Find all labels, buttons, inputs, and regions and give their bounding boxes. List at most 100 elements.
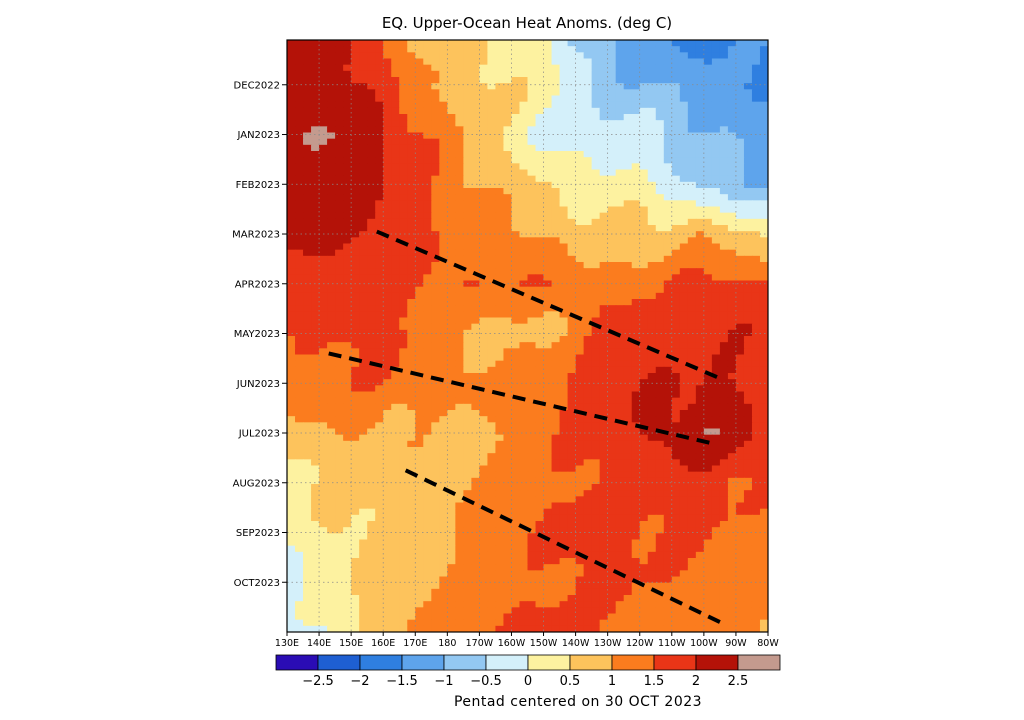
heat-cell	[567, 422, 577, 430]
heat-cell	[543, 410, 553, 417]
heat-cell	[431, 175, 440, 183]
heat-cell	[399, 268, 408, 275]
heat-cell	[447, 410, 456, 417]
heat-cell	[431, 416, 440, 423]
heat-cell	[519, 249, 529, 257]
heat-cell	[743, 545, 753, 553]
heat-cell	[399, 410, 408, 417]
heat-cell	[439, 237, 448, 245]
heat-cell	[711, 496, 721, 504]
heat-cell	[559, 188, 569, 195]
heat-cell	[583, 527, 593, 534]
heat-cell	[383, 120, 392, 127]
heat-cell	[759, 64, 768, 72]
heat-cell	[479, 527, 489, 534]
heat-cell	[551, 255, 561, 263]
heat-cell	[367, 218, 376, 226]
heat-cell	[615, 132, 625, 140]
heat-cell	[727, 255, 737, 263]
heat-cell	[287, 311, 296, 319]
heat-cell	[463, 484, 472, 491]
heat-cell	[527, 138, 537, 146]
heat-cell	[415, 138, 424, 146]
heat-cell	[759, 490, 768, 497]
heat-cell	[423, 70, 432, 78]
heat-cell	[415, 385, 424, 393]
heat-cell	[463, 212, 472, 220]
heat-cell	[591, 477, 601, 485]
heat-cell	[455, 373, 464, 380]
heat-cell	[735, 299, 745, 306]
heat-cell	[743, 521, 753, 528]
heat-cell	[423, 175, 432, 183]
heat-cell	[463, 471, 472, 479]
heat-cell	[383, 243, 392, 251]
heat-cell	[607, 342, 617, 349]
heat-cell	[703, 132, 713, 140]
heat-cell	[415, 268, 424, 275]
heat-cell	[383, 465, 392, 473]
heat-cell	[735, 64, 745, 72]
heat-cell	[735, 477, 745, 485]
heat-cell	[703, 459, 713, 467]
heat-cell	[735, 70, 745, 78]
heat-cell	[503, 545, 513, 553]
heat-cell	[335, 237, 344, 245]
heat-cell	[327, 459, 336, 467]
heat-cell	[695, 169, 705, 177]
heat-cell	[703, 342, 713, 349]
heat-cell	[511, 206, 521, 214]
heat-cell	[687, 317, 697, 325]
heat-cell	[535, 132, 545, 140]
heat-cell	[759, 422, 768, 430]
heat-cell	[583, 453, 593, 460]
heat-cell	[567, 89, 577, 97]
heat-cell	[599, 120, 609, 127]
heat-cell	[327, 521, 336, 528]
heat-cell	[383, 397, 392, 405]
heat-cell	[663, 317, 673, 325]
heat-cell	[495, 459, 505, 467]
heat-cell	[583, 120, 593, 127]
heat-cell	[591, 194, 601, 201]
heat-cell	[575, 533, 585, 541]
heat-cell	[679, 194, 689, 201]
heat-cell	[711, 212, 721, 220]
heat-cell	[439, 194, 448, 201]
heat-cell	[743, 465, 753, 473]
heat-cell	[527, 459, 537, 467]
heat-cell	[487, 521, 497, 528]
heat-cell	[391, 379, 400, 386]
heat-cell	[575, 262, 585, 269]
heat-cell	[439, 249, 448, 257]
heat-cell	[327, 422, 336, 430]
heat-cell	[727, 144, 737, 152]
heat-cell	[751, 373, 761, 380]
heat-cell	[671, 95, 681, 103]
heat-cell	[631, 212, 641, 220]
heat-cell	[367, 484, 376, 491]
heat-cell	[335, 502, 344, 510]
heat-cell	[727, 188, 737, 195]
heat-cell	[439, 545, 448, 553]
heat-cell	[591, 268, 601, 275]
heat-cell	[479, 231, 489, 238]
heat-cell	[535, 274, 545, 282]
heat-cell	[703, 114, 713, 121]
heat-cell	[615, 120, 625, 127]
heat-cell	[487, 274, 497, 282]
heat-cell	[543, 428, 553, 436]
heat-cell	[479, 52, 489, 60]
heat-cell	[743, 514, 753, 522]
heat-cell	[415, 83, 424, 90]
heat-cell	[567, 101, 577, 109]
heat-cell	[383, 212, 392, 220]
heat-cell	[631, 477, 641, 485]
heat-cell	[367, 194, 376, 201]
heat-cell	[599, 459, 609, 467]
heat-cell	[527, 410, 537, 417]
heat-cell	[671, 157, 681, 164]
heat-cell	[319, 514, 328, 522]
heat-cell	[351, 447, 360, 454]
heat-cell	[647, 175, 657, 183]
